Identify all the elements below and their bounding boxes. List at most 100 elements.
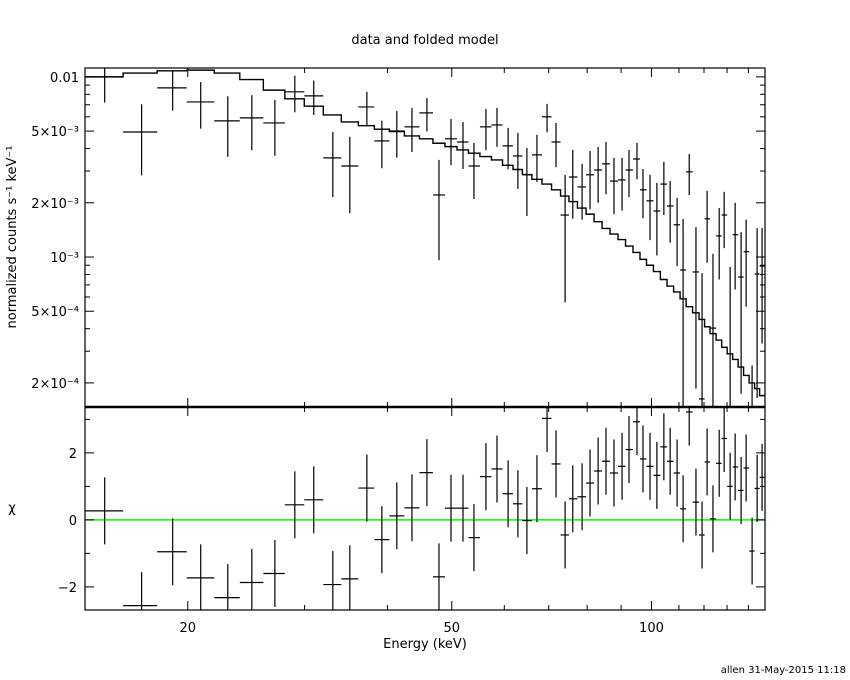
data-point <box>374 120 390 169</box>
data-point <box>512 132 523 189</box>
residual-point <box>522 487 532 555</box>
residual-point <box>699 501 705 569</box>
chart-title: data and folded model <box>351 33 498 48</box>
residual-point <box>491 435 503 503</box>
residual-point <box>123 572 158 610</box>
data-point <box>729 267 731 407</box>
data-point <box>673 197 681 267</box>
data-point <box>522 147 532 216</box>
data-point <box>759 227 765 344</box>
y-tick-label: 5×10⁻⁴ <box>31 305 79 320</box>
data-point <box>680 218 687 407</box>
data-point <box>304 80 324 116</box>
data-point <box>531 134 542 182</box>
residual-point <box>323 551 342 610</box>
chi-tick-label: −2 <box>58 581 77 596</box>
data-point <box>716 208 722 280</box>
residual-point <box>468 504 480 572</box>
residual-point <box>618 432 626 500</box>
data-point <box>686 154 693 195</box>
residual-point <box>577 463 587 531</box>
bottom-y-axis-label: χ <box>8 501 16 516</box>
residual-point <box>284 471 305 539</box>
data-point <box>609 157 619 215</box>
residual-point <box>457 474 469 542</box>
data-point <box>660 161 668 216</box>
residual-point <box>358 454 375 522</box>
residual-point <box>157 518 187 586</box>
residual-point <box>531 455 542 523</box>
residual-point <box>743 434 750 502</box>
data-point <box>632 142 640 180</box>
y-tick-label: 2×10⁻³ <box>31 197 79 212</box>
chi-tick-label: 0 <box>69 514 77 529</box>
axes: 20 50 1000.015×10⁻³2×10⁻³10⁻³5×10⁻⁴2×10⁻⁴2… <box>31 67 766 636</box>
data-point <box>646 174 654 241</box>
data-point <box>284 75 305 113</box>
x-tick-label: 20 <box>179 621 196 636</box>
data-point <box>732 202 739 290</box>
residual-point <box>754 454 760 522</box>
residual-point <box>732 433 739 501</box>
data-point <box>491 107 503 147</box>
residual-point <box>680 475 687 543</box>
residual-point <box>710 485 717 553</box>
y-tick-label: 10⁻³ <box>50 251 79 266</box>
residual-point <box>568 465 578 533</box>
residual-point <box>263 539 285 607</box>
residual-point <box>721 407 728 472</box>
data-point <box>618 157 626 211</box>
data-point <box>85 68 124 103</box>
residual-point <box>389 482 405 550</box>
data-point <box>432 159 445 261</box>
chi-tick-label: 2 <box>69 447 77 462</box>
residual-point <box>304 466 324 534</box>
data-point <box>639 168 647 219</box>
residual-point <box>704 428 711 496</box>
bottom-panel-frame <box>84 406 766 611</box>
data-point <box>323 131 342 198</box>
y-tick-label: 2×10⁻⁴ <box>31 377 79 392</box>
residual-point <box>186 544 215 610</box>
data-point <box>468 142 480 199</box>
data-point <box>586 150 595 210</box>
data-point <box>699 273 705 407</box>
residual-point <box>502 460 513 528</box>
data-point <box>457 121 469 169</box>
residual-point <box>602 427 610 495</box>
data-point <box>743 219 750 307</box>
residual-point <box>667 427 674 495</box>
data-point <box>710 253 717 407</box>
data-point <box>751 365 753 407</box>
data-point <box>667 181 674 243</box>
data-point <box>239 95 264 151</box>
data-point <box>123 104 158 176</box>
x-tick-label: 50 <box>443 621 460 636</box>
x-axis-label: Energy (keV) <box>383 637 467 652</box>
data-point <box>625 149 633 198</box>
residual-point <box>479 443 492 511</box>
data-point <box>577 163 587 220</box>
residual-point <box>374 506 390 574</box>
data-point <box>419 97 433 132</box>
data-point <box>214 96 240 157</box>
residual-point <box>444 474 458 542</box>
residual-point <box>239 549 264 610</box>
residual-point <box>341 545 359 610</box>
data-point <box>444 119 458 166</box>
residual-point <box>551 430 561 498</box>
residual-point <box>692 468 700 536</box>
data-point <box>541 103 552 133</box>
data-point <box>704 190 711 263</box>
residual-point <box>727 452 733 520</box>
data-point <box>479 108 492 151</box>
data-point <box>594 147 603 203</box>
data-point <box>754 228 760 398</box>
residual-point <box>738 456 744 524</box>
residual-point <box>594 437 603 505</box>
data-point <box>560 174 569 303</box>
residual-point <box>625 416 633 484</box>
residual-point <box>85 477 124 545</box>
data-point <box>186 82 215 129</box>
